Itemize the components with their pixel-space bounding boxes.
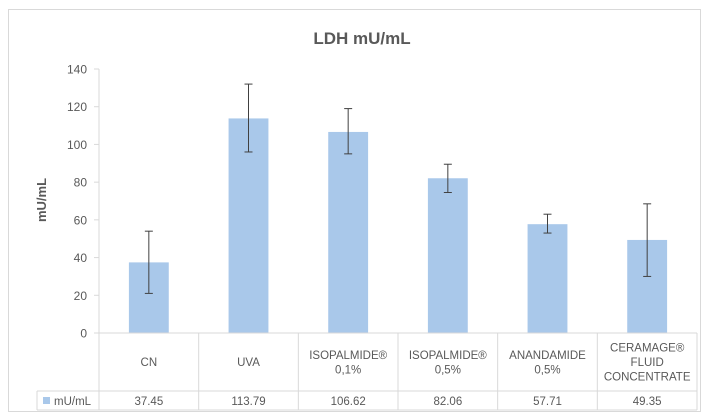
data-table-value: 106.62 (331, 396, 366, 408)
x-tick-label: ISOPALMIDE® (309, 350, 387, 362)
x-category-label: ISOPALMIDE® 0,1% (309, 350, 387, 377)
y-tick-label: 120 (67, 100, 87, 114)
x-category-label: CN (141, 357, 158, 369)
bar (228, 118, 269, 334)
legend-label: mU/mL (54, 396, 92, 408)
bar (427, 178, 468, 333)
legend-swatch (43, 397, 50, 404)
data-table-value: 113.79 (231, 396, 265, 408)
x-tick-label: CN (141, 357, 158, 369)
y-tick-label: 140 (67, 63, 87, 77)
x-category-label: UVA (237, 357, 260, 369)
y-tick-label: 60 (74, 213, 88, 227)
x-category-label: ISOPALMIDE® 0,5% (409, 350, 487, 377)
x-tick-label: CONCENTRATE (604, 372, 691, 384)
x-tick-label: FLUID (631, 357, 664, 369)
x-category-label: ANANDAMIDE 0,5% (509, 350, 586, 377)
data-table-value: 82.06 (433, 396, 462, 408)
plot-area (128, 83, 668, 334)
y-tick-label: 20 (74, 289, 88, 303)
x-tick-label: UVA (237, 357, 260, 369)
chart-title: LDH mU/mL (313, 29, 410, 48)
bar (328, 131, 369, 333)
x-tick-label: CERAMAGE® (610, 343, 685, 355)
x-category-label: CERAMAGE® FLUID CONCENTRATE (604, 343, 691, 384)
y-tick-label: 100 (67, 138, 87, 152)
x-tick-label: 0,1% (335, 364, 361, 376)
data-table-value: 57.71 (533, 396, 562, 408)
data-table: CN UVAISOPALMIDE®0,1%ISOPALMIDE®0,5%ANAND… (36, 332, 698, 411)
y-tick-label: 40 (74, 251, 88, 265)
x-tick-label: ISOPALMIDE® (409, 350, 487, 362)
data-table-value: 37.45 (134, 396, 163, 408)
y-tick-label: 0 (80, 327, 87, 341)
y-axis-label: mU/mL (34, 178, 49, 222)
data-table-value: 49.35 (633, 396, 662, 408)
x-tick-label: 0,5% (534, 364, 560, 376)
y-tick-label: 80 (74, 176, 88, 190)
y-axis: 0 20 40 60 80 100 120 140 (67, 63, 100, 341)
bar (527, 224, 568, 333)
x-tick-label: 0,5% (435, 364, 461, 376)
x-tick-label: ANANDAMIDE (509, 350, 586, 362)
